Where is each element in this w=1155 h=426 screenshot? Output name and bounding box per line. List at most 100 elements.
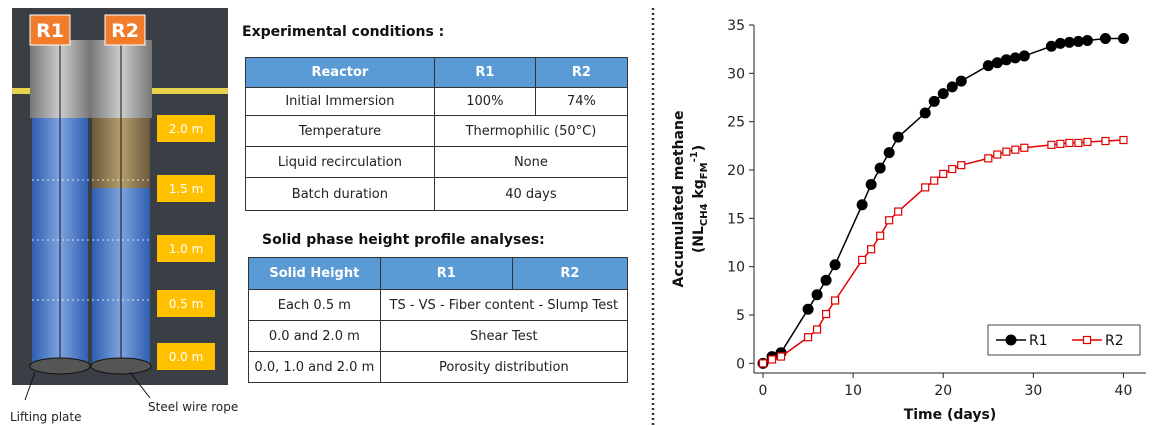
- marker: [883, 147, 895, 159]
- unit-part: (NL: [691, 226, 707, 253]
- row: 0.0 and 2.0 m Shear Test: [248, 320, 629, 352]
- marker: [892, 131, 904, 143]
- marker: [991, 57, 1003, 69]
- marker: [1002, 147, 1011, 156]
- cell: None: [433, 146, 629, 178]
- height-badge: [157, 115, 215, 142]
- row: 0.0, 1.0 and 2.0 m Porosity distribution: [248, 351, 629, 383]
- x-tick-label: 40: [1115, 383, 1133, 399]
- header-cell: Reactor: [245, 57, 435, 88]
- y-tick-label: 30: [727, 66, 745, 82]
- marker: [955, 75, 967, 87]
- cell: 100%: [433, 87, 536, 116]
- row: Liquid recirculation None: [245, 146, 629, 178]
- cell: Thermophilic (50°C): [433, 115, 629, 147]
- cell: Liquid recirculation: [245, 146, 435, 178]
- photo: [12, 8, 228, 401]
- marker: [894, 207, 903, 216]
- marker: [876, 231, 885, 240]
- marker: [1063, 36, 1075, 48]
- height-label: 1.0 m: [169, 242, 204, 256]
- reactor-label: R2: [111, 20, 139, 42]
- marker: [821, 309, 831, 319]
- marker: [1101, 136, 1110, 146]
- height-badge: [157, 235, 215, 262]
- x-tick-label: 20: [934, 383, 952, 399]
- header-row: Reactor R1 R2: [245, 57, 629, 88]
- marker: [921, 183, 930, 192]
- reactor-badge: [104, 14, 146, 46]
- cell: Porosity distribution: [379, 351, 629, 383]
- marker: [803, 333, 813, 342]
- marker: [858, 255, 867, 264]
- marker: [1119, 135, 1128, 145]
- marker: [928, 95, 940, 107]
- marker: [1083, 137, 1092, 147]
- cell: 0.0, 1.0 and 2.0 m: [248, 351, 381, 383]
- annotation: Steel wire rope: [148, 400, 238, 414]
- table-title: Solid phase height profile analyses:: [262, 232, 545, 248]
- y-tick-label: 20: [727, 163, 745, 179]
- height-label: 0.0 m: [169, 350, 204, 364]
- marker: [1009, 52, 1021, 64]
- y-tick-label: 35: [727, 18, 745, 34]
- table: Reactor R1 R2 Initial Immersion 100% 74% Tempe…: [245, 57, 629, 211]
- y-tick-label: 25: [727, 115, 745, 131]
- y-tick-label: 0: [736, 356, 745, 372]
- marker: [831, 296, 840, 305]
- marker: [1072, 35, 1084, 47]
- unit-part: ): [691, 145, 707, 151]
- unit-part: FM: [699, 162, 710, 179]
- table-title: Experimental conditions :: [242, 24, 445, 40]
- marker: [939, 169, 948, 178]
- marker: [937, 88, 949, 100]
- marker: [1099, 33, 1111, 45]
- marker: [1065, 138, 1074, 148]
- y-axis-unit: (NLCH4 kgFM-1): [689, 145, 710, 253]
- height-label: 2.0 m: [169, 122, 204, 136]
- marker: [1005, 334, 1017, 346]
- marker: [957, 161, 966, 170]
- marker: [1047, 140, 1056, 149]
- y-axis-title: Accumulated methane: [671, 111, 687, 288]
- marker: [1018, 50, 1030, 62]
- y-tick-label: 10: [727, 260, 745, 276]
- unit-part: CH4: [699, 203, 710, 226]
- reactor-badge: [29, 14, 71, 46]
- cell: Each 0.5 m: [248, 289, 381, 321]
- height-badge: [157, 290, 215, 317]
- cell: Batch duration: [245, 177, 435, 211]
- cell: Temperature: [245, 115, 435, 147]
- marker: [874, 162, 886, 174]
- marker: [1117, 33, 1129, 45]
- marker: [1054, 37, 1066, 49]
- cell: TS - VS - Fiber content - Slump Test: [379, 289, 629, 321]
- marker: [1081, 34, 1093, 46]
- marker: [867, 245, 876, 254]
- marker: [802, 303, 814, 315]
- marker: [930, 176, 939, 185]
- marker: [1082, 335, 1092, 345]
- marker: [948, 164, 957, 174]
- marker: [820, 274, 832, 286]
- row: Each 0.5 m TS - VS - Fiber content - Slum…: [248, 289, 629, 321]
- unit-part: kg: [691, 179, 707, 203]
- legend-label: R1: [1029, 333, 1048, 349]
- marker: [885, 216, 894, 225]
- header-row: Solid Height R1 R2: [248, 257, 629, 290]
- x-tick-label: 30: [1024, 383, 1042, 399]
- cell: 40 days: [433, 177, 629, 211]
- height-badge: [157, 343, 215, 370]
- row: Temperature Thermophilic (50°C): [245, 115, 629, 147]
- cell: Initial Immersion: [245, 87, 435, 116]
- series-line: [762, 37, 1124, 364]
- unit-part: -1: [689, 151, 700, 162]
- header-cell: R1: [379, 257, 513, 290]
- marker: [1056, 139, 1065, 148]
- header-cell: R2: [534, 57, 629, 88]
- marker: [865, 179, 877, 190]
- x-tick-label: 0: [759, 383, 768, 399]
- height-badge: [157, 175, 215, 202]
- header-cell: Solid Height: [248, 257, 381, 290]
